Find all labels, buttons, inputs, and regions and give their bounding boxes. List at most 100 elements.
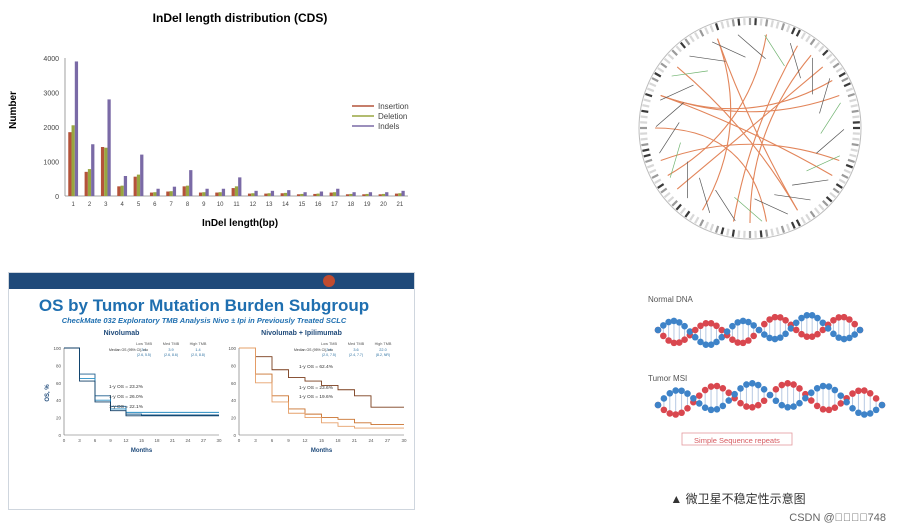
ideogram-band	[835, 67, 843, 73]
bar	[136, 174, 141, 196]
ideogram-band	[660, 62, 668, 69]
nucleotide	[739, 339, 747, 347]
nucleotide	[702, 320, 710, 327]
ideogram-band	[780, 225, 786, 233]
arm-label: Nivolumab	[104, 330, 140, 337]
nucleotide	[856, 326, 864, 334]
ideogram-band	[699, 29, 705, 37]
table-row-label: Median OS (95% CI), mo	[109, 348, 148, 352]
nucleotide	[866, 390, 874, 397]
bar	[378, 194, 382, 196]
y-tick-label: 0	[58, 433, 61, 438]
bar	[254, 190, 258, 196]
slide-title: OS by Tumor Mutation Burden Subgroup	[39, 296, 369, 315]
nucleotide	[830, 317, 837, 324]
link-arc	[716, 38, 798, 211]
survival-curves: OS by Tumor Mutation Burden Subgroup Che…	[9, 273, 414, 454]
nucleotide	[702, 341, 710, 348]
bar	[280, 193, 284, 196]
nucleotide	[701, 386, 709, 394]
ideogram-band	[654, 72, 662, 78]
nucleotide	[745, 318, 752, 326]
bar	[332, 192, 337, 196]
x-tick-label: 16	[315, 202, 322, 208]
nucleotide	[681, 322, 688, 330]
ideogram-band	[832, 187, 840, 194]
tumor-msi-label: Tumor MSI	[648, 374, 687, 383]
bar	[87, 169, 92, 196]
ideogram-band	[640, 137, 648, 141]
bar	[74, 61, 79, 197]
ideogram-band	[785, 24, 791, 33]
bar	[202, 192, 206, 196]
nucleotide	[665, 337, 672, 344]
bar	[215, 192, 219, 196]
x-tick-label: 27	[385, 438, 391, 443]
ideogram-band	[737, 230, 741, 238]
ideogram-band	[694, 32, 700, 40]
nucleotide	[713, 382, 721, 390]
nucleotide	[718, 333, 726, 341]
ideogram-band	[775, 21, 780, 29]
bar	[300, 193, 304, 196]
os-survival-slide: OS by Tumor Mutation Burden Subgroup Che…	[8, 272, 415, 510]
nucleotide	[743, 381, 750, 388]
ideogram-band	[714, 225, 720, 233]
nucleotide	[778, 381, 786, 389]
nucleotide	[851, 320, 858, 328]
nucleotide	[684, 405, 691, 412]
x-tick-label: 15	[319, 438, 325, 443]
os-annotation: 1-y OS = 26.0%	[109, 394, 144, 400]
x-tick-label: 6	[271, 438, 274, 443]
nucleotide	[713, 338, 720, 346]
inner-link	[659, 122, 680, 154]
outer-ring	[638, 16, 862, 240]
nucleotide	[754, 401, 762, 409]
nucleotide	[772, 386, 780, 393]
nucleotide	[695, 400, 703, 407]
y-tick-label: 80	[56, 363, 62, 368]
x-tick-label: 3	[254, 438, 257, 443]
ideogram-band	[641, 109, 649, 113]
bar	[68, 132, 72, 196]
nucleotide	[846, 316, 853, 323]
nucleotide	[750, 332, 757, 340]
ideogram-band	[704, 221, 710, 229]
x-tick-label: 8	[186, 202, 190, 208]
nucleotide	[660, 322, 667, 329]
table-header: High TMB	[190, 342, 207, 346]
km-curve	[239, 347, 404, 408]
ideogram-band	[709, 223, 715, 232]
ideogram-band	[835, 183, 843, 189]
bar	[316, 193, 320, 196]
km-curve	[239, 347, 404, 426]
link-arc	[732, 45, 798, 222]
ideogram-band	[829, 57, 837, 65]
bar	[368, 192, 373, 196]
link-arc	[702, 38, 732, 211]
ideogram-band	[770, 20, 774, 28]
slide-header-bar	[9, 273, 414, 289]
nucleotide	[737, 385, 744, 392]
inner-link	[689, 55, 726, 62]
inner-link	[737, 34, 766, 60]
nucleotide	[675, 339, 683, 346]
nucleotide	[861, 387, 868, 394]
nucleotide	[776, 334, 784, 341]
bar	[107, 99, 111, 196]
ideogram-band	[780, 23, 786, 31]
bar	[166, 191, 170, 196]
link-arc	[676, 66, 824, 190]
bar	[287, 190, 291, 196]
ideogram-band	[643, 153, 651, 158]
bar	[270, 190, 275, 196]
y-tick-label: 4000	[43, 56, 59, 63]
link-arc	[660, 143, 840, 162]
ideogram-band	[663, 57, 671, 65]
nucleotide	[707, 341, 715, 348]
bar	[71, 125, 75, 196]
circos-plot	[638, 16, 862, 240]
ideogram-band	[847, 92, 855, 98]
nucleotide	[660, 395, 668, 402]
